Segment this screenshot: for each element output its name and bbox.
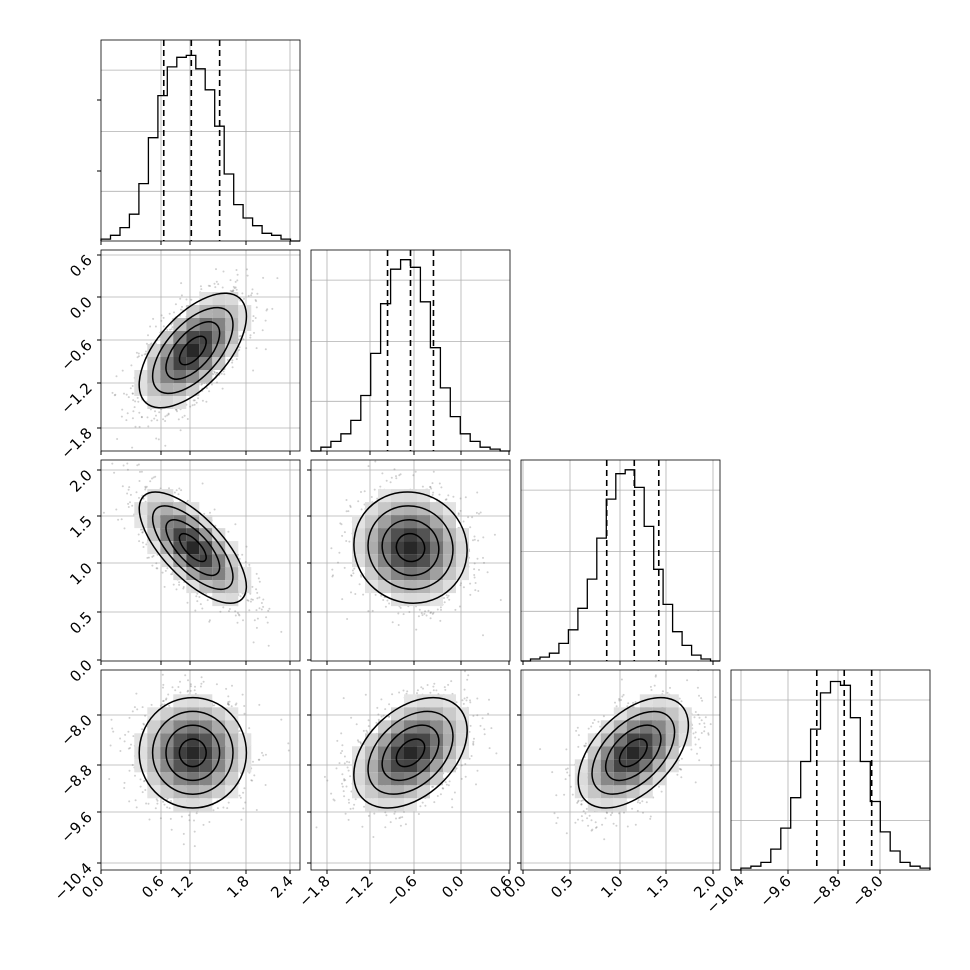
y-tick-label: −1.2 <box>57 379 95 417</box>
y-tick-label: −9.6 <box>57 808 95 846</box>
density-3-0 <box>108 661 290 848</box>
y-tick-label: 0.0 <box>66 656 96 686</box>
x-tick-label: −1.8 <box>295 872 333 910</box>
histogram-step-0 <box>101 55 300 241</box>
x-tick-label: −1.2 <box>338 872 376 910</box>
density-shading <box>134 489 251 606</box>
y-tick-label: 1.5 <box>66 512 96 542</box>
panel-2-2 <box>521 460 720 661</box>
x-tick-label: 0.5 <box>547 872 577 902</box>
panel-2-1 <box>311 454 533 661</box>
panel-3-3 <box>731 670 930 870</box>
y-tick-label: −1.8 <box>57 424 95 462</box>
y-tick-label: 0.5 <box>66 608 96 638</box>
panel-3-2 <box>521 661 725 870</box>
x-tick-label: 2.4 <box>267 872 297 902</box>
x-tick-label: 0.0 <box>438 872 468 902</box>
panel-3-1 <box>311 622 510 870</box>
density-1-0 <box>91 268 278 453</box>
density-2-0 <box>101 437 282 647</box>
x-tick-label: 1.2 <box>167 872 197 902</box>
x-tick-label: 0.6 <box>138 872 168 902</box>
x-tick-label: 1.5 <box>643 872 673 902</box>
panel-3-0 <box>101 661 300 870</box>
panel-1-0 <box>91 250 300 453</box>
corner-panels <box>91 40 930 870</box>
x-tick-label: −8.8 <box>806 872 844 910</box>
x-tick-label: −8.0 <box>848 872 886 910</box>
x-tick-label: −9.6 <box>756 872 794 910</box>
x-tick-label: 1.8 <box>223 872 253 902</box>
density-3-2 <box>539 661 725 840</box>
density-2-1 <box>330 454 532 636</box>
x-tick-label: −0.6 <box>382 872 420 910</box>
panel-0-0 <box>101 40 300 241</box>
density-shading <box>134 292 251 409</box>
density-shading <box>575 694 692 811</box>
y-tick-label: 0.0 <box>66 293 96 323</box>
panel-2-0 <box>101 437 300 661</box>
histogram-step-2 <box>521 470 720 661</box>
y-tick-label: 1.0 <box>66 559 96 589</box>
density-3-1 <box>316 622 498 838</box>
y-tick-label: −8.0 <box>57 711 95 749</box>
x-tick-label: 1.0 <box>597 872 627 902</box>
panel-1-1 <box>311 250 510 451</box>
y-tick-label: −8.8 <box>57 761 95 799</box>
y-tick-label: −0.6 <box>57 336 95 374</box>
y-tick-label: 0.6 <box>66 251 96 281</box>
density-shading <box>352 694 469 811</box>
y-tick-label: 2.0 <box>66 466 96 496</box>
histogram-step-3 <box>731 682 930 871</box>
